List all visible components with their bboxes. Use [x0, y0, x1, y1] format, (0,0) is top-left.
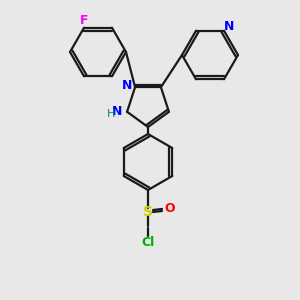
Text: H: H [107, 109, 115, 119]
Text: Cl: Cl [141, 236, 154, 248]
Text: N: N [112, 105, 122, 118]
Text: O: O [165, 202, 175, 214]
Text: N: N [122, 79, 132, 92]
Text: F: F [80, 14, 88, 27]
Text: N: N [224, 20, 234, 33]
Text: S: S [143, 205, 153, 219]
